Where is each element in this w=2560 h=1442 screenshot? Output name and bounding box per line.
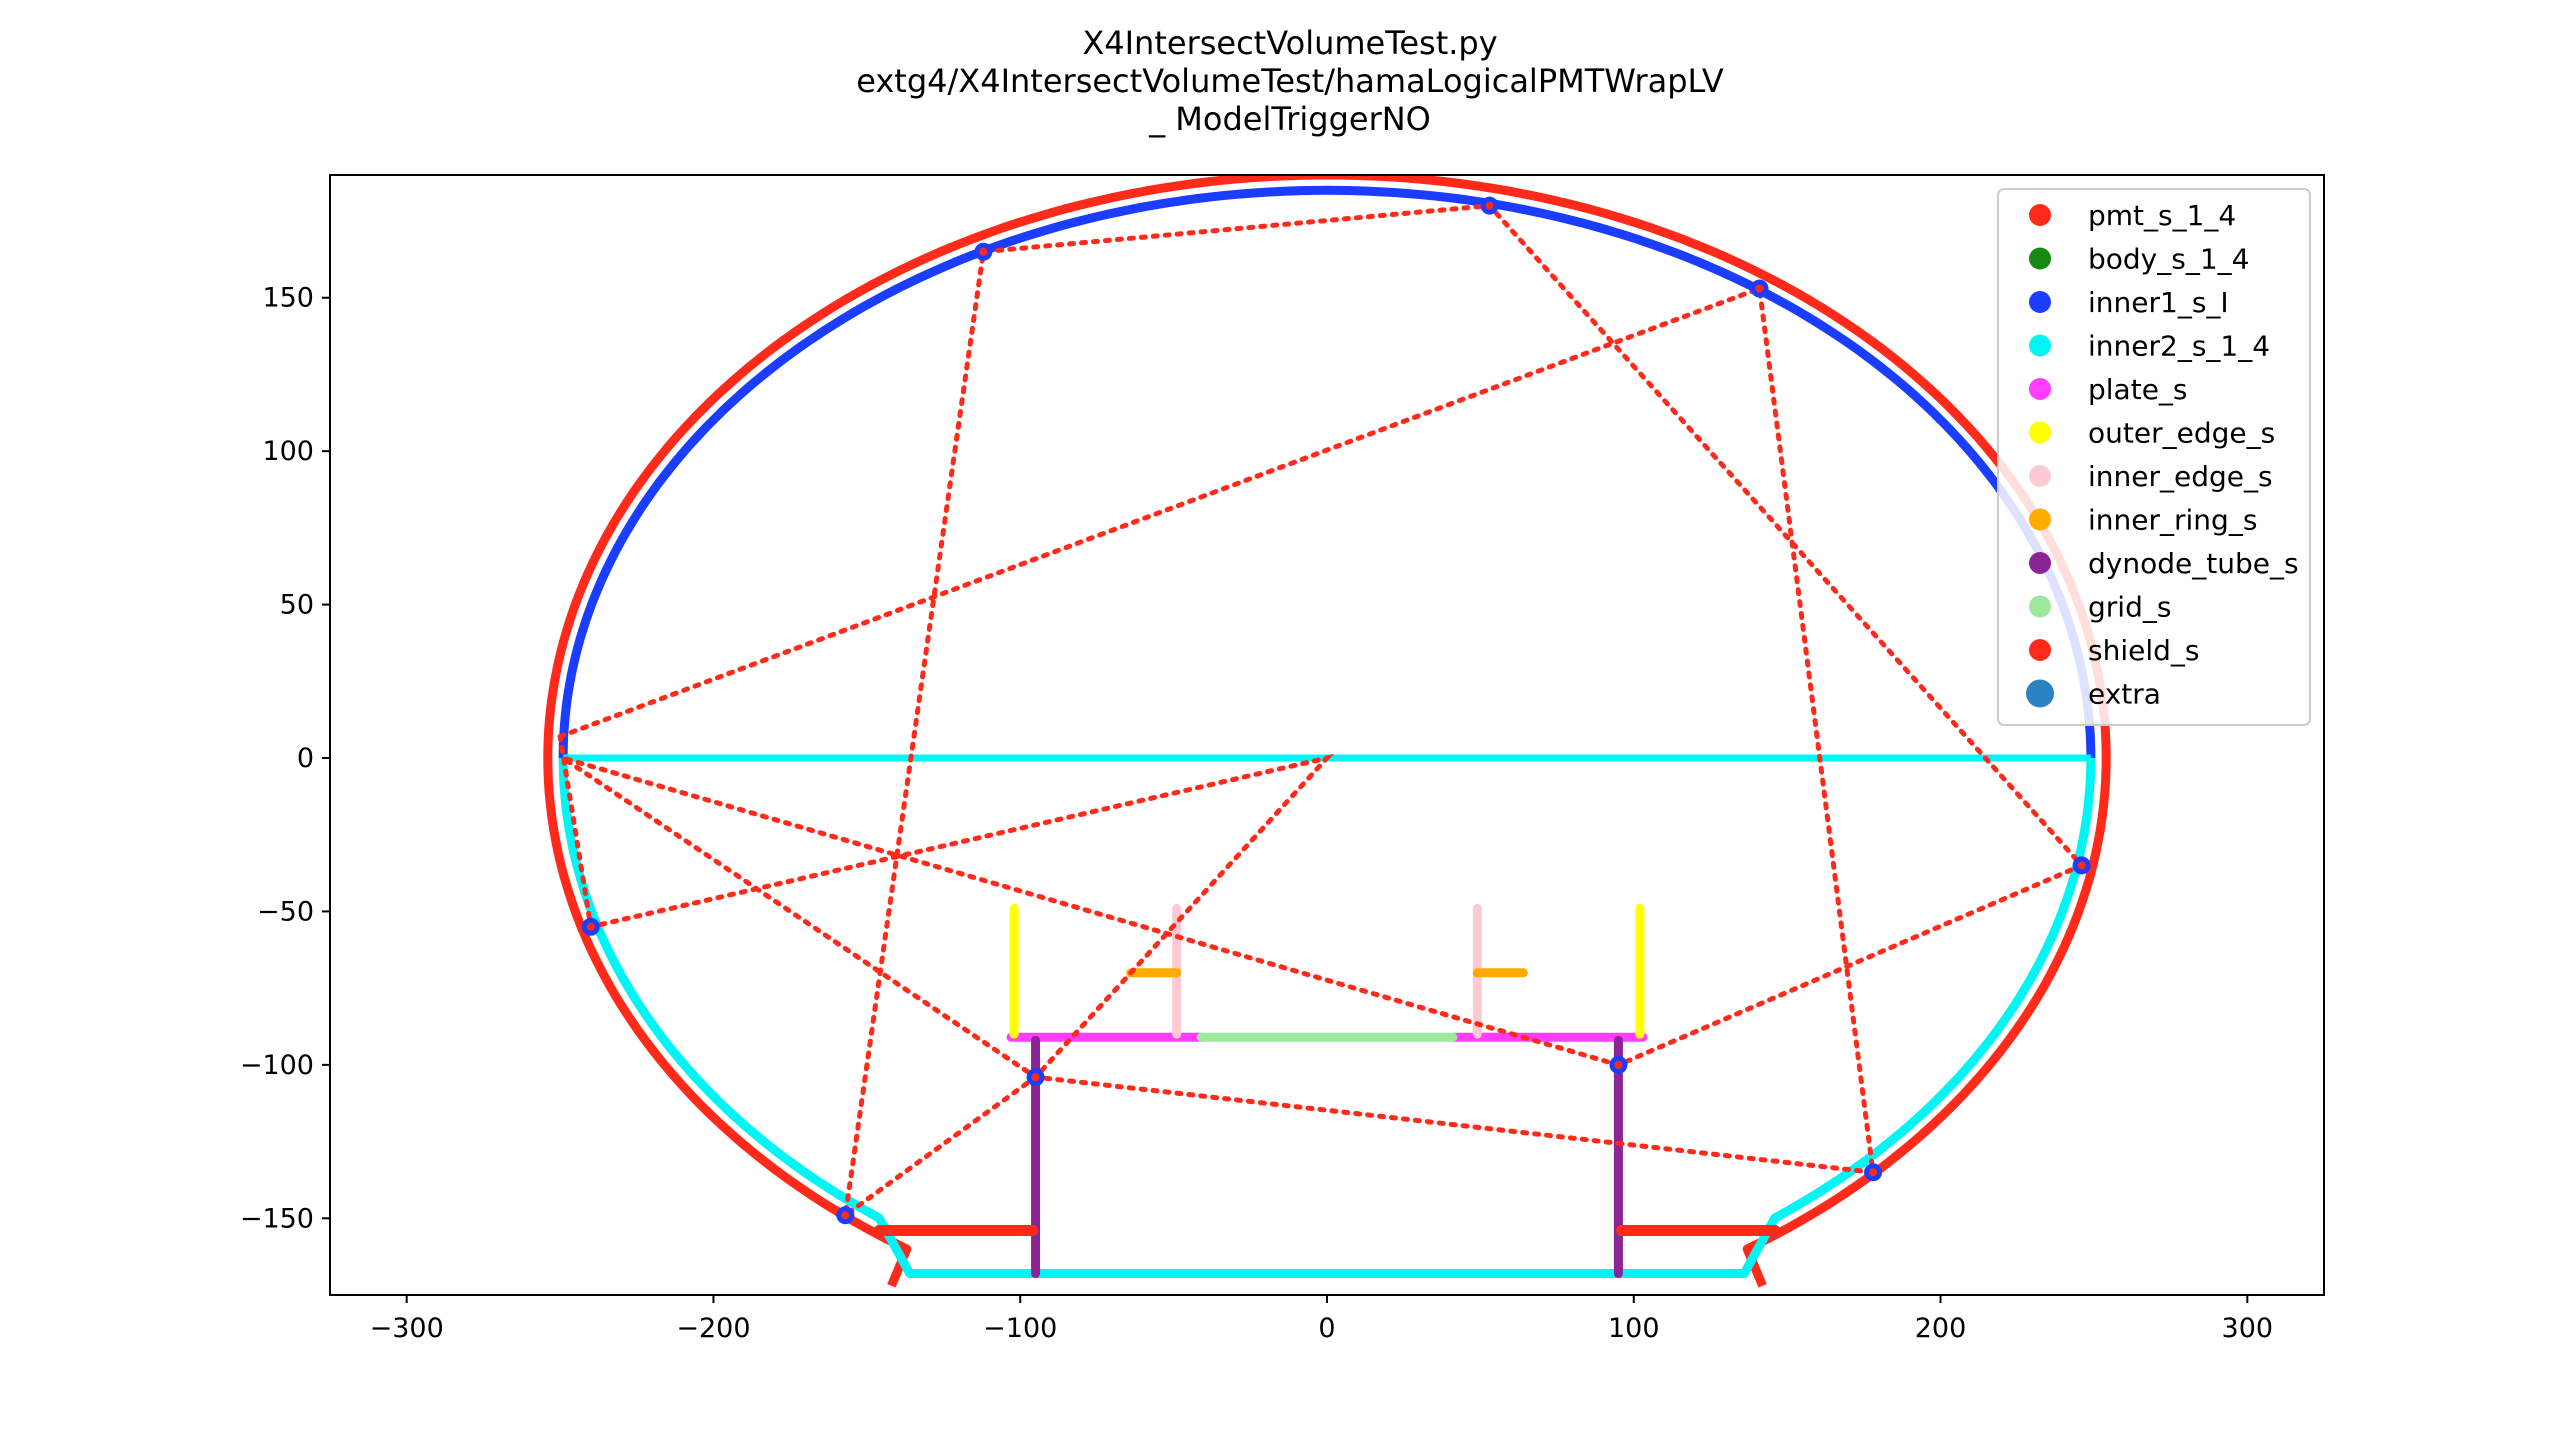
y-tick-label-5: 100 bbox=[262, 436, 314, 467]
chart-title-line-1: X4IntersectVolumeTest.py bbox=[1082, 24, 1497, 62]
legend-label-6: inner_edge_s bbox=[2088, 460, 2273, 493]
legend-marker-7 bbox=[2029, 508, 2051, 531]
y-tick-label-6: 150 bbox=[262, 283, 314, 314]
intersection-point-core-6 bbox=[1614, 1060, 1623, 1069]
legend-marker-5 bbox=[2029, 421, 2051, 444]
intersection-point-core-0 bbox=[979, 247, 988, 256]
y-tick-label-4: 50 bbox=[280, 590, 314, 621]
legend-marker-0 bbox=[2029, 204, 2051, 226]
x-tick-label-3: 0 bbox=[1318, 1313, 1335, 1344]
x-tick-label-4: 100 bbox=[1608, 1313, 1660, 1344]
intersection-point-core-3 bbox=[586, 922, 595, 931]
x-tick-label-6: 300 bbox=[2222, 1313, 2274, 1344]
legend-label-8: dynode_tube_s bbox=[2088, 547, 2299, 580]
axis-ticks: −300 −200 −100 0 100 200 300 −150 −100 −50 0 50 100 1… bbox=[240, 283, 2273, 1344]
y-tick-label-2: −50 bbox=[257, 896, 314, 927]
legend-label-9: grid_s bbox=[2088, 591, 2171, 624]
y-tick-label-0: −150 bbox=[240, 1203, 314, 1234]
legend-marker-9 bbox=[2029, 595, 2051, 618]
chart-title-line-2: extg4/X4IntersectVolumeTest/hamaLogicalP… bbox=[856, 62, 1724, 100]
legend-label-2: inner1_s_I bbox=[2088, 286, 2229, 319]
x-tick-label-2: −100 bbox=[983, 1313, 1057, 1344]
plot-area bbox=[543, 175, 2111, 1288]
legend-label-11: extra bbox=[2088, 678, 2161, 711]
legend-label-4: plate_s bbox=[2088, 373, 2188, 406]
intersection-point-core-5 bbox=[1031, 1073, 1040, 1082]
chart-title-line-3: _ ModelTriggerNO bbox=[1148, 100, 1431, 138]
legend-marker-11 bbox=[2026, 679, 2054, 708]
legend-label-5: outer_edge_s bbox=[2088, 417, 2275, 450]
inner2-lower-outline bbox=[558, 757, 2096, 1278]
x-tick-label-0: −300 bbox=[370, 1313, 444, 1344]
legend-marker-3 bbox=[2029, 334, 2051, 357]
legend-marker-4 bbox=[2029, 378, 2051, 400]
intersection-point-core-2 bbox=[1755, 284, 1764, 293]
legend-box bbox=[1997, 188, 2311, 726]
pmt-outer-outline bbox=[543, 175, 2111, 1288]
inner1-upper-outline bbox=[558, 185, 2096, 759]
intersection-point-core-1 bbox=[1485, 201, 1494, 210]
intersection-point-core-7 bbox=[841, 1211, 850, 1220]
legend-label-10: shield_s bbox=[2088, 634, 2199, 667]
legend-label-0: pmt_s_1_4 bbox=[2088, 199, 2236, 232]
legend-label-1: body_s_1_4 bbox=[2088, 243, 2249, 276]
intersection-point-core-4 bbox=[2077, 861, 2086, 870]
legend-marker-6 bbox=[2029, 465, 2051, 487]
legend-marker-1 bbox=[2029, 247, 2051, 270]
y-tick-label-1: −100 bbox=[240, 1050, 314, 1081]
ray-path bbox=[557, 203, 2086, 1221]
y-tick-label-3: 0 bbox=[297, 743, 314, 774]
legend-marker-10 bbox=[2029, 639, 2051, 661]
legend-label-7: inner_ring_s bbox=[2088, 504, 2257, 537]
legend-label-3: inner2_s_1_4 bbox=[2088, 330, 2270, 363]
legend-marker-2 bbox=[2029, 291, 2051, 313]
x-tick-label-5: 200 bbox=[1915, 1313, 1967, 1344]
legend: pmt_s_1_4 body_s_1_4 inner1_s_I inner2_s_1_… bbox=[1997, 188, 2311, 726]
legend-marker-8 bbox=[2029, 552, 2051, 574]
intersection-point-core-8 bbox=[1869, 1168, 1878, 1177]
x-tick-label-1: −200 bbox=[676, 1313, 750, 1344]
